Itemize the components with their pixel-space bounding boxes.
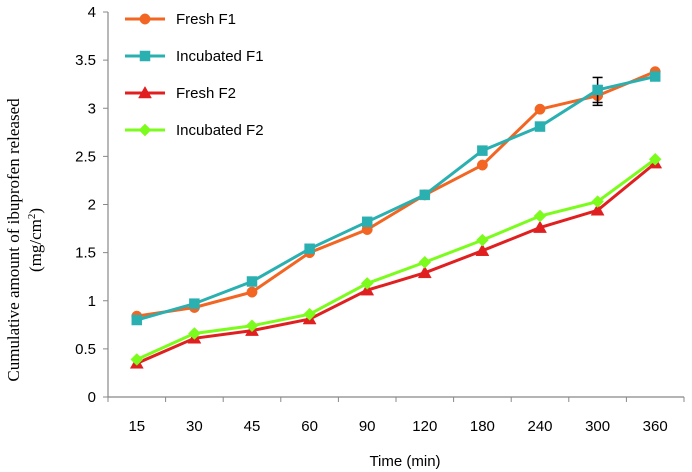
data-point: [649, 71, 661, 82]
data-point: [188, 327, 201, 340]
legend: Fresh F1 Incubated F1 Fresh F2 Incubated F2: [125, 11, 264, 139]
legend-label: Incubated F2: [176, 122, 264, 139]
legend-item: Fresh F1: [125, 11, 236, 28]
data-point: [534, 121, 546, 132]
series-fresh-f2: [129, 156, 663, 369]
series-layer: [129, 66, 663, 369]
y-tick-label: 2.5: [75, 148, 96, 165]
data-point: [131, 314, 143, 326]
data-point: [360, 277, 374, 290]
y-tick-label: 2: [88, 197, 96, 214]
y-tick-label: 1: [88, 293, 96, 310]
x-tick-group: 15 30 45 60 90 120 180 240 300 360: [107, 397, 685, 435]
data-point: [590, 203, 605, 216]
y-tick-group: 0 0.5 1 1.5 2 2.5 3 3.5 4: [75, 4, 108, 406]
x-tick-label: 180: [470, 418, 495, 435]
x-tick-label: 300: [585, 418, 610, 435]
data-point: [533, 209, 547, 223]
data-point: [418, 255, 432, 269]
data-point: [246, 286, 258, 298]
data-point: [361, 216, 373, 228]
x-tick-label: 30: [186, 418, 203, 435]
x-tick-label: 45: [244, 418, 261, 435]
legend-marker: [138, 123, 152, 137]
legend-item: Fresh F2: [125, 85, 236, 102]
data-point: [130, 353, 144, 366]
series-line: [136, 75, 656, 322]
x-tick-label: 15: [128, 418, 145, 435]
series-incubated-f2: [130, 152, 662, 366]
series-line: [136, 158, 657, 361]
data-point: [419, 189, 431, 201]
y-axis-title-unit-end: ): [26, 208, 45, 214]
x-tick-label: 90: [359, 418, 376, 435]
x-tick-label: 60: [301, 418, 318, 435]
legend-label: Fresh F1: [176, 11, 236, 28]
data-point: [476, 159, 488, 171]
y-axis-title-line1: Cumulative amount of ibuprofen released: [4, 98, 23, 382]
data-point: [477, 145, 488, 156]
legend-item: Incubated F1: [125, 48, 264, 65]
y-tick-label: 0.5: [75, 341, 96, 358]
y-tick-label: 1.5: [75, 245, 96, 262]
data-point: [476, 233, 489, 247]
x-tick-label: 120: [412, 418, 437, 435]
data-point: [648, 152, 662, 166]
data-point: [189, 298, 200, 309]
data-point: [591, 195, 604, 208]
y-tick-label: 3: [88, 100, 96, 117]
y-tick-label: 0: [88, 389, 96, 406]
legend-label: Fresh F2: [176, 85, 236, 102]
series-line: [136, 70, 656, 318]
data-point: [417, 265, 432, 279]
series-incubated-f1: [131, 71, 661, 326]
data-point: [303, 307, 316, 321]
data-point: [245, 319, 259, 333]
data-point: [304, 243, 315, 255]
y-axis-title-line2: (mg/cm2): [26, 208, 45, 272]
data-point: [475, 243, 490, 256]
x-axis-title: Time (min): [369, 453, 440, 470]
data-point: [533, 220, 547, 233]
legend-label: Incubated F1: [176, 48, 264, 65]
data-point: [534, 103, 546, 115]
series-line: [136, 161, 657, 365]
data-point: [246, 276, 258, 287]
legend-marker: [139, 50, 151, 62]
x-tick-label: 240: [527, 418, 552, 435]
y-tick-label: 3.5: [75, 52, 96, 69]
y-tick-label: 4: [88, 4, 96, 21]
series-fresh-f1: [131, 66, 661, 322]
data-point: [592, 84, 603, 96]
legend-item: Incubated F2: [125, 122, 264, 139]
legend-marker: [138, 85, 152, 99]
y-axis-title-unit-sup: 2: [26, 214, 38, 220]
legend-marker: [139, 13, 151, 25]
x-tick-label: 360: [643, 418, 668, 435]
y-axis-title: Cumulative amount of ibuprofen released …: [4, 98, 45, 382]
y-axis-title-unit: (mg/cm: [26, 219, 45, 272]
